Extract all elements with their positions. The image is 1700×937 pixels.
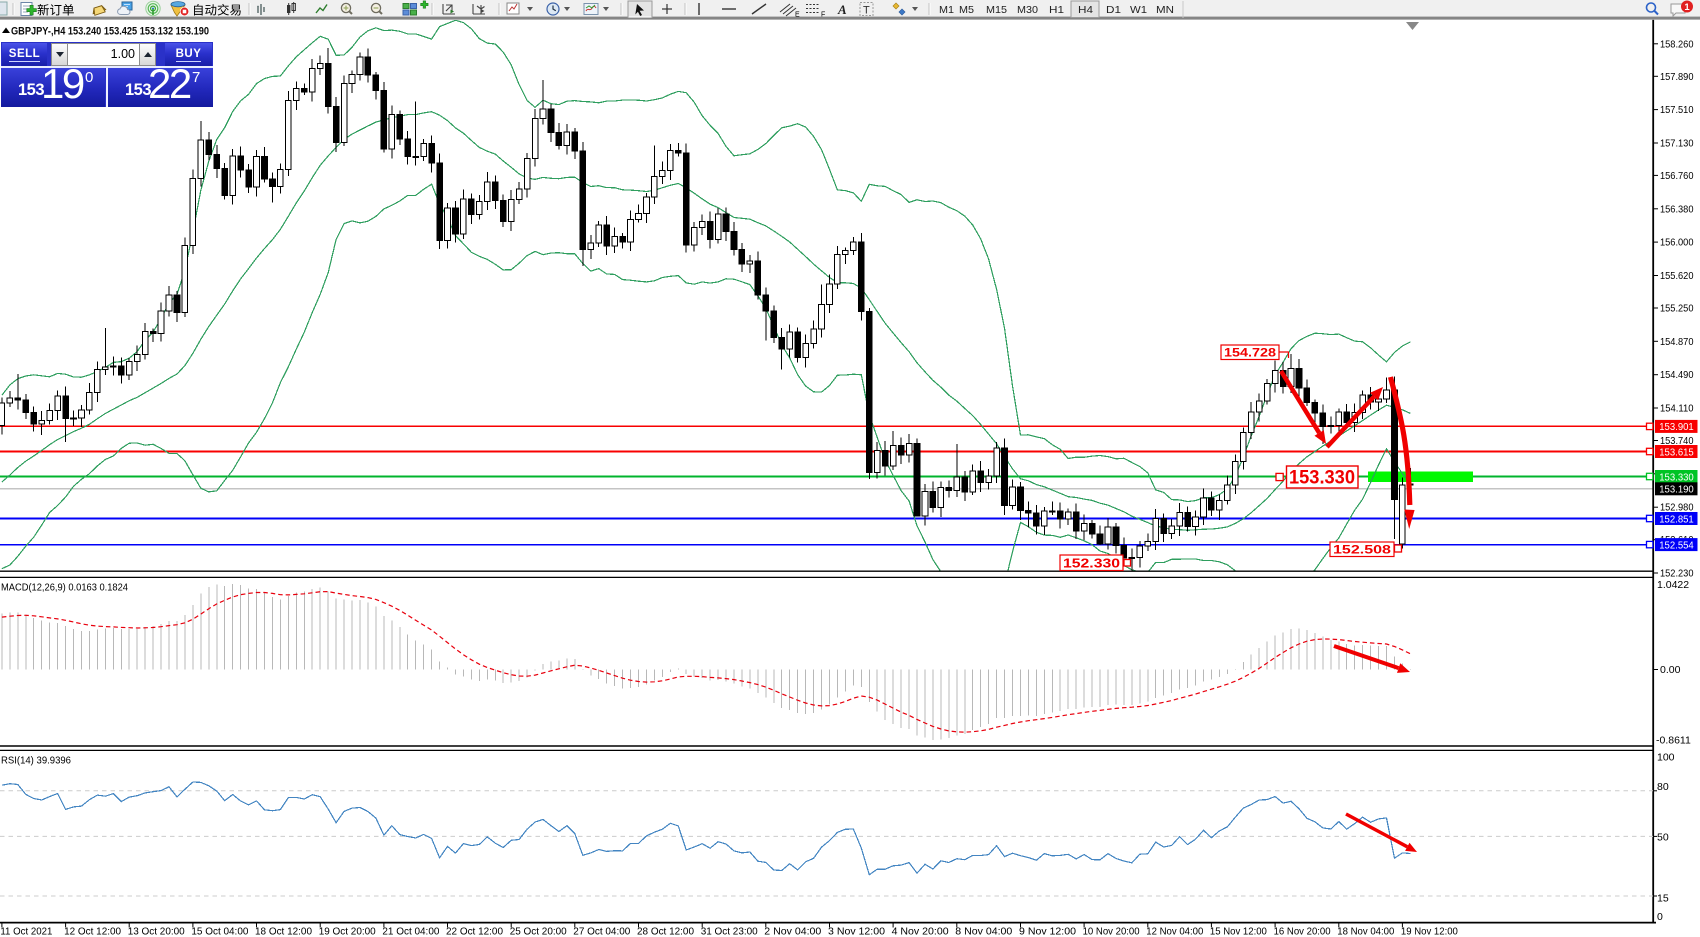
svg-text:155.620: 155.620 xyxy=(1660,270,1694,282)
svg-text:100: 100 xyxy=(1657,751,1675,763)
svg-text:-0.8611: -0.8611 xyxy=(1656,735,1691,747)
svg-text:15 Oct 04:00: 15 Oct 04:00 xyxy=(191,926,248,937)
svg-text:0.00: 0.00 xyxy=(1660,664,1681,676)
svg-text:31 Oct 23:00: 31 Oct 23:00 xyxy=(701,926,758,937)
svg-text:156.760: 156.760 xyxy=(1660,170,1694,182)
svg-text:153.190: 153.190 xyxy=(1659,485,1694,496)
svg-text:M5: M5 xyxy=(959,4,974,16)
svg-text:15: 15 xyxy=(1657,893,1669,905)
svg-text:28 Oct 12:00: 28 Oct 12:00 xyxy=(637,926,694,937)
svg-text:0: 0 xyxy=(1657,911,1663,923)
svg-text:1.0422: 1.0422 xyxy=(1657,579,1689,591)
svg-text:19 Nov 12:00: 19 Nov 12:00 xyxy=(1401,926,1458,937)
svg-text:153.615: 153.615 xyxy=(1659,447,1694,458)
svg-text:GBPJPY-,H4 153.240 153.425 15: GBPJPY-,H4 153.240 153.425 153.132 153.1… xyxy=(11,26,209,38)
svg-text:11 Oct 2021: 11 Oct 2021 xyxy=(0,926,52,937)
svg-text:21 Oct 04:00: 21 Oct 04:00 xyxy=(382,926,439,937)
svg-text:156.380: 156.380 xyxy=(1660,203,1694,215)
svg-text:156.000: 156.000 xyxy=(1660,237,1694,249)
svg-text:154.728: 154.728 xyxy=(1224,346,1276,360)
svg-text:80: 80 xyxy=(1657,781,1669,793)
svg-text:W1: W1 xyxy=(1130,4,1147,16)
svg-text:158.260: 158.260 xyxy=(1660,38,1694,50)
svg-text:H1: H1 xyxy=(1049,4,1064,16)
svg-text:27 Oct 04:00: 27 Oct 04:00 xyxy=(573,926,630,937)
svg-text:4 Nov 20:00: 4 Nov 20:00 xyxy=(892,926,949,937)
svg-text:50: 50 xyxy=(1657,831,1669,843)
svg-text:18 Nov 04:00: 18 Nov 04:00 xyxy=(1337,926,1394,937)
svg-text:H4: H4 xyxy=(1078,4,1093,16)
svg-text:153.901: 153.901 xyxy=(1659,422,1694,433)
svg-text:154.870: 154.870 xyxy=(1660,336,1694,348)
svg-text:152.980: 152.980 xyxy=(1660,502,1694,514)
svg-text:157.890: 157.890 xyxy=(1660,71,1694,83)
svg-text:2 Nov 04:00: 2 Nov 04:00 xyxy=(764,926,821,937)
svg-text:MN: MN xyxy=(1156,4,1174,16)
svg-text:16 Nov 20:00: 16 Nov 20:00 xyxy=(1274,926,1331,937)
svg-text:155.250: 155.250 xyxy=(1660,303,1694,315)
svg-text:154.490: 154.490 xyxy=(1660,369,1694,381)
svg-text:152.508: 152.508 xyxy=(1333,543,1391,557)
svg-text:22 Oct 12:00: 22 Oct 12:00 xyxy=(446,926,503,937)
svg-text:F: F xyxy=(821,12,825,19)
svg-text:153.330: 153.330 xyxy=(1659,472,1694,483)
svg-text:154.110: 154.110 xyxy=(1660,403,1694,415)
svg-text:3 Nov 12:00: 3 Nov 12:00 xyxy=(828,926,885,937)
svg-text:M1: M1 xyxy=(939,4,954,16)
svg-text:A: A xyxy=(837,2,847,17)
svg-text:13 Oct 20:00: 13 Oct 20:00 xyxy=(128,926,185,937)
svg-text:MACD(12,26,9) 0.0163 0.1824: MACD(12,26,9) 0.0163 0.1824 xyxy=(1,582,128,594)
svg-text:153.740: 153.740 xyxy=(1660,435,1694,447)
svg-text:152.851: 152.851 xyxy=(1659,514,1694,525)
svg-text:1: 1 xyxy=(1684,2,1690,13)
svg-text:153.330: 153.330 xyxy=(1289,468,1355,489)
svg-text:E: E xyxy=(795,12,800,19)
svg-text:RSI(14) 39.9396: RSI(14) 39.9396 xyxy=(1,755,71,767)
svg-text:157.130: 157.130 xyxy=(1660,138,1694,150)
svg-text:12 Oct 12:00: 12 Oct 12:00 xyxy=(64,926,121,937)
svg-text:10 Nov 20:00: 10 Nov 20:00 xyxy=(1083,926,1140,937)
svg-text:12 Nov 04:00: 12 Nov 04:00 xyxy=(1146,926,1203,937)
svg-text:152.230: 152.230 xyxy=(1660,568,1694,580)
svg-text:157.510: 157.510 xyxy=(1660,104,1694,116)
svg-text:T: T xyxy=(863,5,870,17)
svg-text:8 Nov 04:00: 8 Nov 04:00 xyxy=(955,926,1012,937)
svg-text:9 Nov 12:00: 9 Nov 12:00 xyxy=(1019,926,1076,937)
svg-text:152.330: 152.330 xyxy=(1063,557,1120,571)
svg-text:19 Oct 20:00: 19 Oct 20:00 xyxy=(319,926,376,937)
svg-text:M15: M15 xyxy=(986,4,1007,16)
svg-text:152.554: 152.554 xyxy=(1659,540,1694,551)
svg-text:18 Oct 12:00: 18 Oct 12:00 xyxy=(255,926,312,937)
svg-text:D1: D1 xyxy=(1106,4,1121,16)
svg-text:25 Oct 20:00: 25 Oct 20:00 xyxy=(510,926,567,937)
svg-text:M30: M30 xyxy=(1017,4,1038,16)
svg-text:15 Nov 12:00: 15 Nov 12:00 xyxy=(1210,926,1267,937)
